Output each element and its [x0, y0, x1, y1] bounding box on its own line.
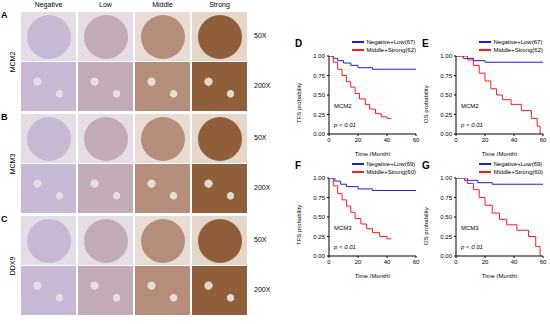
svg-text:20: 20 — [355, 259, 362, 265]
html-text:MCM2: MCM2 — [8, 51, 16, 73]
html-text:MCM3: MCM3 — [334, 224, 352, 231]
html-text:Negative+Low(69): Negative+Low(69) — [366, 161, 416, 167]
svg-text:0: 0 — [327, 259, 331, 265]
svg-text:40: 40 — [511, 259, 518, 265]
svg-text:OS probability: OS probability — [423, 207, 429, 245]
html-text:E: E — [422, 38, 429, 49]
svg-text:0.00: 0.00 — [440, 253, 452, 259]
svg-text:0.50: 0.50 — [440, 214, 452, 220]
html-text:Negative: Negative — [34, 1, 63, 8]
svg-text:0.25: 0.25 — [313, 234, 325, 240]
svg-text:0.00: 0.00 — [313, 253, 325, 259]
html-text:MCM3: MCM3 — [8, 153, 16, 175]
html-text:p < 0.01: p < 0.01 — [461, 122, 483, 128]
svg-text:Time (Month): Time (Month) — [482, 151, 517, 156]
html-text:p < 0.01: p < 0.01 — [334, 122, 356, 128]
svg-text:0: 0 — [327, 137, 331, 143]
html-text:Middle+Strong(60): Middle+Strong(60) — [366, 169, 416, 175]
html-text:50X: 50X — [254, 32, 267, 39]
svg-text:20: 20 — [355, 137, 362, 143]
svg-text:20: 20 — [482, 259, 489, 265]
svg-text:0.25: 0.25 — [440, 112, 452, 118]
html-text:200X: 200X — [254, 184, 271, 191]
svg-text:40: 40 — [511, 137, 518, 143]
svg-text:0.75: 0.75 — [440, 73, 452, 79]
svg-text:0.00: 0.00 — [440, 131, 452, 137]
html-text:MCM3: MCM3 — [461, 224, 479, 231]
svg-text:0.25: 0.25 — [313, 112, 325, 118]
html-text:p < 0.01: p < 0.01 — [461, 244, 483, 250]
html-text:A: A — [1, 10, 8, 20]
svg-text:0.50: 0.50 — [313, 92, 325, 98]
svg-text:0: 0 — [454, 137, 458, 143]
html-text:D: D — [295, 38, 303, 49]
html-text:B: B — [1, 112, 8, 122]
html-text:C: C — [1, 214, 8, 224]
svg-text:0.50: 0.50 — [313, 214, 325, 220]
html-text:Negative+Low(69): Negative+Low(69) — [493, 161, 543, 167]
html-text:Negative+Low(67): Negative+Low(67) — [493, 39, 543, 45]
svg-text:40: 40 — [384, 137, 391, 143]
svg-text:60: 60 — [413, 137, 420, 143]
html-text:MCM2: MCM2 — [461, 102, 479, 109]
svg-text:1.00: 1.00 — [313, 175, 325, 181]
html-text:G: G — [422, 160, 430, 171]
svg-text:TFS probability: TFS probability — [296, 83, 302, 123]
svg-text:1.00: 1.00 — [440, 175, 452, 181]
svg-text:0.00: 0.00 — [313, 131, 325, 137]
html-text:Strong: Strong — [209, 1, 230, 8]
svg-text:40: 40 — [384, 259, 391, 265]
svg-text:1.00: 1.00 — [440, 53, 452, 59]
html-text:Middle+Strong(62): Middle+Strong(62) — [366, 47, 416, 53]
svg-text:20: 20 — [482, 137, 489, 143]
html-text:50X: 50X — [254, 134, 267, 141]
svg-text:60: 60 — [540, 259, 547, 265]
html-text:Middle+Strong(62): Middle+Strong(62) — [493, 47, 543, 53]
svg-text:0.75: 0.75 — [313, 195, 325, 201]
svg-text:0: 0 — [454, 259, 458, 265]
svg-text:OS probability: OS probability — [423, 85, 429, 123]
html-text:F: F — [295, 160, 302, 171]
html-text:Negative+Low(67): Negative+Low(67) — [366, 39, 416, 45]
svg-text:Time (Month): Time (Month) — [482, 273, 517, 278]
html-text:50X: 50X — [254, 236, 267, 243]
html-text:Middle: Middle — [152, 1, 173, 8]
html-text:200X: 200X — [254, 82, 271, 89]
svg-text:Time (Month): Time (Month) — [355, 151, 390, 156]
html-text:p < 0.01: p < 0.01 — [334, 244, 356, 250]
html-text:DDX9: DDX9 — [8, 256, 16, 276]
html-text:Middle+Strong(60): Middle+Strong(60) — [493, 169, 543, 175]
html-text:MCM2: MCM2 — [334, 102, 352, 109]
svg-text:1.00: 1.00 — [313, 53, 325, 59]
svg-text:0.75: 0.75 — [440, 195, 452, 201]
svg-text:Time (Month): Time (Month) — [355, 273, 390, 278]
svg-text:0.75: 0.75 — [313, 73, 325, 79]
svg-text:60: 60 — [540, 137, 547, 143]
svg-text:TFS probability: TFS probability — [296, 205, 302, 245]
svg-text:0.25: 0.25 — [440, 234, 452, 240]
svg-text:0.50: 0.50 — [440, 92, 452, 98]
svg-text:60: 60 — [413, 259, 420, 265]
html-text:Low: Low — [99, 1, 112, 8]
html-text:200X: 200X — [254, 286, 271, 293]
